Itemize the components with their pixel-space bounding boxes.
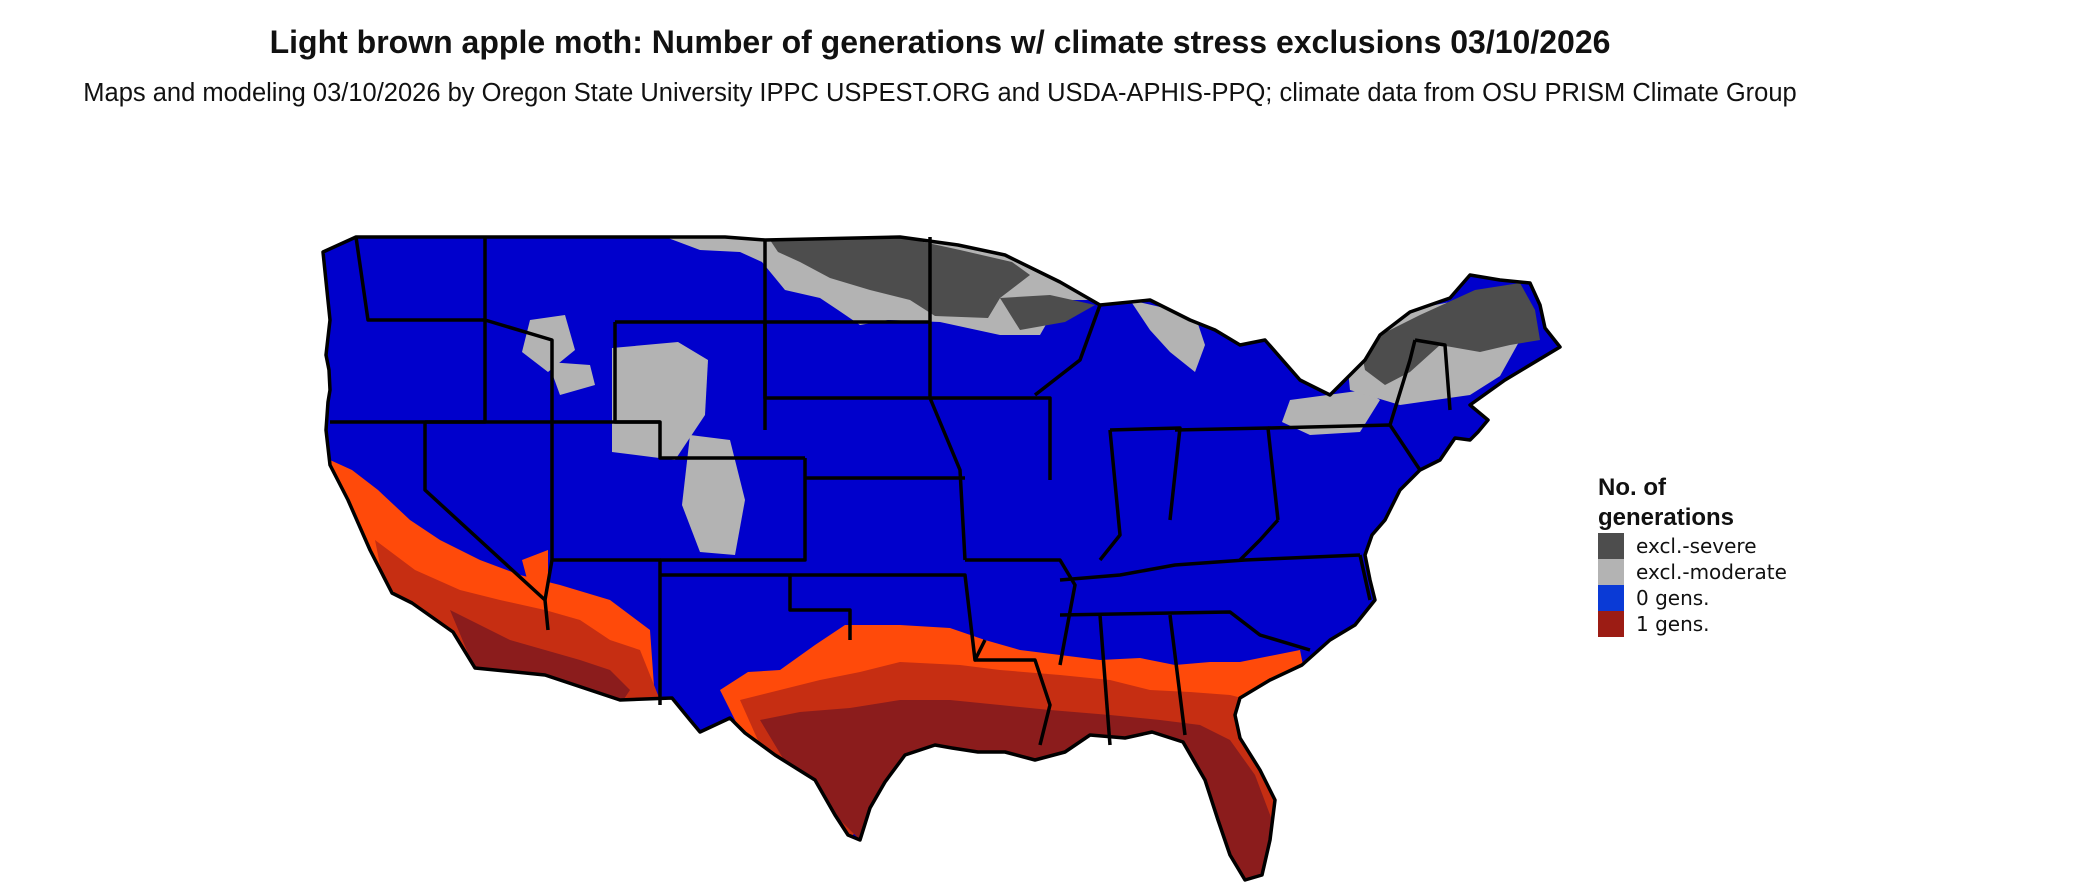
border-indiana-ohio [1109, 426, 1182, 521]
border-iowa [930, 396, 1052, 480]
excl-moderate-idaho [522, 315, 575, 372]
excl-moderate-colorado [682, 435, 745, 555]
border-idaho-montana [483, 237, 554, 422]
border-nevada-utah-arizona [550, 422, 662, 705]
us-outline [321, 235, 1562, 882]
transition-colorado-river [522, 550, 548, 600]
border-alabama-georgia [1168, 614, 1187, 736]
red-band-southwest [375, 540, 660, 700]
border-illinois-indiana [1098, 429, 1122, 562]
border-virginia-nc [1358, 554, 1372, 601]
border-california-nevada [423, 422, 550, 631]
border-tennessee-kentucky [1059, 553, 1361, 582]
legend-label: 0 gens. [1636, 586, 1710, 610]
excl-severe-minnesota [770, 238, 1030, 318]
border-vermont-nh [1388, 339, 1417, 426]
border-dakotas-west [763, 240, 930, 400]
border-mississippi-alabama [1098, 614, 1112, 746]
border-wisconsin-minnesota [1033, 304, 1102, 397]
legend-swatch [1598, 611, 1624, 637]
excl-moderate-pennsylvania-ny [1282, 390, 1380, 435]
legend-label: 1 gens. [1636, 612, 1710, 636]
legend-item: excl.-severe [1598, 533, 1798, 559]
state-borders [321, 235, 1562, 882]
border-colorado [660, 458, 807, 562]
map-subtitle: Maps and modeling 03/10/2026 by Oregon S… [83, 79, 1797, 107]
legend-title: No. of generations [1598, 474, 1735, 531]
border-nevada-arizona [543, 559, 554, 601]
border-dakotas-east [928, 237, 967, 561]
border-west-virginia [1238, 518, 1280, 562]
legend-items: excl.-severe excl.-moderate 0 gens. 1 gens. [1598, 533, 1798, 637]
legend-swatch [1598, 585, 1624, 611]
border-new-england [1414, 338, 1452, 411]
border-new-mexico-texas [660, 573, 852, 640]
legend-label: excl.-moderate [1636, 560, 1787, 584]
map-title: Light brown apple moth: Number of genera… [269, 24, 1611, 60]
border-wyoming-utah [613, 322, 805, 460]
title-block: Light brown apple moth: Number of genera… [0, 22, 1880, 110]
excl-severe-upper-michigan [1000, 295, 1095, 330]
legend-swatch [1598, 559, 1624, 585]
border-arkansas-louisiana [975, 658, 1052, 746]
excl-moderate-idaho-2 [548, 362, 595, 395]
border-kansas-oklahoma [790, 573, 987, 662]
legend-label: excl.-severe [1636, 534, 1757, 558]
excl-severe-northern-new-england [1360, 283, 1540, 385]
legend-item: 1 gens. [1598, 611, 1798, 637]
excl-moderate-wyoming [612, 342, 708, 460]
border-washington [354, 236, 485, 322]
legend: No. of generations excl.-severe excl.-mod… [1598, 473, 1798, 637]
one-gen-arizona [450, 610, 630, 705]
one-gen-gulf-coast [760, 700, 1272, 880]
border-missouri-arkansas [965, 558, 1077, 666]
legend-swatch [1598, 533, 1624, 559]
border-tennessee-south [1059, 610, 1311, 652]
legend-item: excl.-moderate [1598, 559, 1798, 585]
legend-item: 0 gens. [1598, 585, 1798, 611]
